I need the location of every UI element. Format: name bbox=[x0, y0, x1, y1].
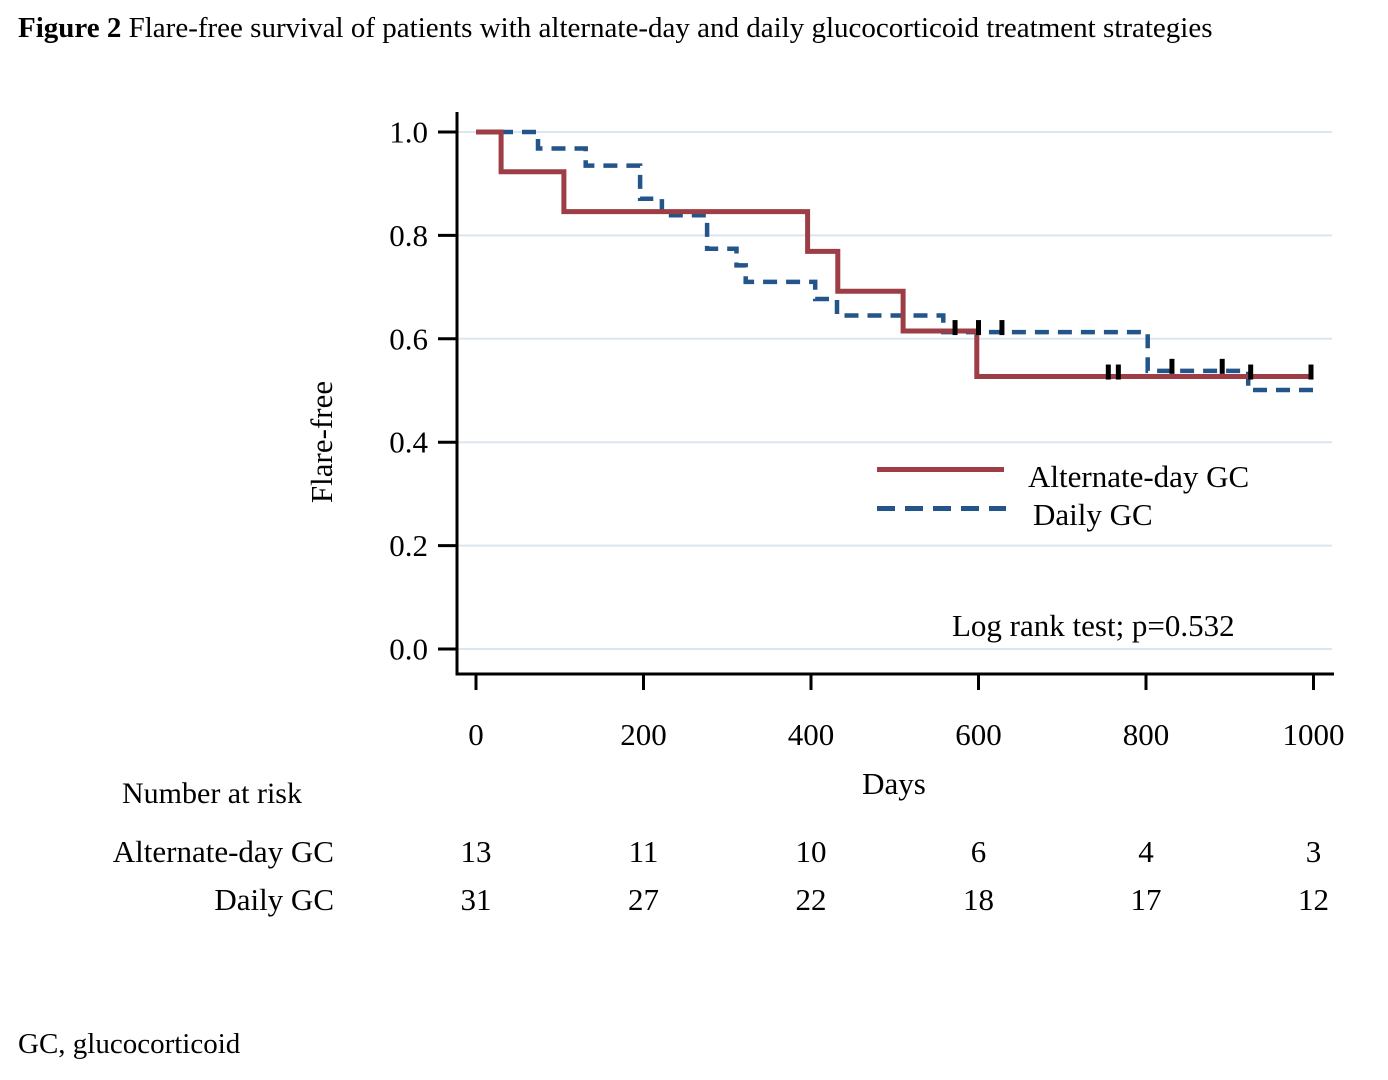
x-tick-label: 600 bbox=[955, 717, 1002, 752]
y-tick-label: 0.8 bbox=[389, 218, 428, 253]
figure-number: Figure 2 bbox=[18, 12, 122, 44]
log-rank-annotation: Log rank test; p=0.532 bbox=[952, 608, 1235, 643]
risk-count: 11 bbox=[628, 834, 659, 869]
survival-curve-daily-gc bbox=[476, 129, 1314, 393]
risk-count: 13 bbox=[460, 834, 492, 869]
footnote: GC, glucocorticoid bbox=[18, 1028, 241, 1060]
x-tick-label: 200 bbox=[620, 717, 667, 752]
number-at-risk-header: Number at risk bbox=[122, 777, 302, 810]
risk-count: 6 bbox=[970, 834, 987, 869]
risk-row-label: Alternate-day GC bbox=[112, 834, 334, 869]
survival-curve-alternate-day-gc bbox=[476, 129, 1314, 379]
y-tick-label: 1.0 bbox=[389, 115, 428, 150]
y-tick-label: 0.0 bbox=[389, 632, 428, 667]
risk-count: 31 bbox=[460, 882, 492, 917]
x-axis-title: Days bbox=[862, 766, 926, 801]
risk-count: 12 bbox=[1298, 882, 1329, 917]
x-tick-label: 0 bbox=[468, 717, 484, 752]
risk-count: 17 bbox=[1130, 882, 1162, 917]
legend-label-daily-gc: Daily GC bbox=[1033, 497, 1153, 532]
risk-count: 18 bbox=[963, 882, 994, 917]
y-tick-label: 0.6 bbox=[389, 321, 428, 356]
y-tick-label: 0.2 bbox=[389, 528, 428, 563]
x-tick-label: 1000 bbox=[1283, 717, 1345, 752]
legend-line-alternate-day-gc bbox=[877, 467, 1004, 472]
risk-count: 3 bbox=[1305, 834, 1322, 869]
risk-count: 10 bbox=[795, 834, 827, 869]
risk-row-daily-gc: Daily GC 31 27 22 18 17 12 bbox=[0, 882, 1388, 922]
legend-label-alternate-day-gc: Alternate-day GC bbox=[1028, 459, 1250, 494]
risk-count: 27 bbox=[628, 882, 659, 917]
legend-line-daily-gc bbox=[877, 506, 1006, 511]
x-tick-label: 400 bbox=[788, 717, 835, 752]
risk-row-alternate-day-gc: Alternate-day GC 13 11 10 6 4 3 bbox=[0, 834, 1388, 874]
x-tick-label: 800 bbox=[1123, 717, 1170, 752]
risk-count: 4 bbox=[1138, 834, 1154, 869]
y-axis-title: Flare-free bbox=[304, 380, 339, 504]
figure-title-text: Flare-free survival of patients with alt… bbox=[128, 12, 1213, 44]
y-tick-label: 0.4 bbox=[389, 425, 428, 460]
risk-row-label: Daily GC bbox=[214, 882, 334, 917]
risk-count: 22 bbox=[795, 882, 827, 917]
figure-title: Figure 2 Flare-free survival of patients… bbox=[18, 12, 1213, 45]
